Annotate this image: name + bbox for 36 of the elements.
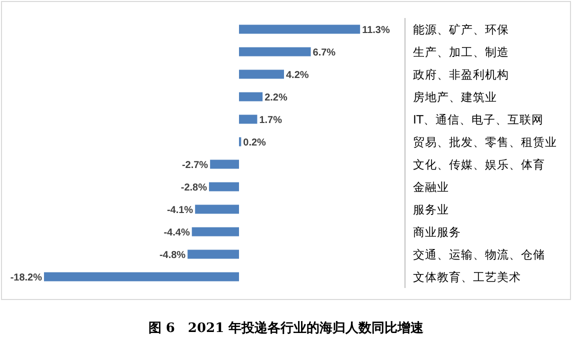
bar (239, 47, 311, 56)
y-tick-label: 房地产、建筑业 (413, 90, 497, 104)
data-label: -2.8% (180, 182, 208, 194)
y-tick-label: IT、通信、电子、互联网 (413, 112, 544, 126)
bar (44, 272, 239, 282)
data-label: 4.2% (286, 70, 309, 81)
y-tick-label: 文体教育、工艺美术 (413, 270, 521, 284)
data-label: -18.2% (10, 272, 42, 284)
bar (188, 250, 239, 259)
data-label: 6.7% (312, 47, 336, 58)
text: 图 6 2021 年投递各行业的海归人数同比增速 (148, 320, 425, 336)
y-tick-label: 贸易、批发、零售、租赁业 (413, 134, 557, 149)
bar (239, 70, 284, 79)
data-label: 11.3% (362, 24, 390, 36)
data-label: 2.2% (264, 92, 288, 104)
bar (239, 24, 360, 34)
y-tick-label: 文化、传媒、娱乐、体育 (413, 157, 545, 172)
y-tick-label: 商业服务 (413, 224, 461, 239)
data-label: -4.8% (159, 250, 186, 261)
y-tick-label: 政府、非盈利机构 (413, 67, 509, 82)
bar (239, 92, 263, 102)
bar (192, 227, 239, 236)
data-label: -4.4% (164, 227, 190, 238)
bar (239, 114, 258, 124)
y-tick-label: 交通、运输、物流、仓储 (413, 247, 545, 262)
y-tick-label: 生产、加工、制造 (413, 44, 509, 59)
bar (210, 160, 239, 169)
data-label: 0.2% (243, 137, 266, 148)
y-tick-label: 能源、矿产、环保 (413, 22, 509, 36)
bar (209, 182, 239, 192)
bar (195, 204, 239, 214)
data-label: -2.7% (182, 160, 208, 171)
data-label: 1.7% (259, 114, 282, 126)
data-label: -4.1% (166, 204, 194, 216)
y-tick-label: 服务业 (413, 202, 449, 216)
y-tick-label: 金融业 (413, 180, 449, 194)
